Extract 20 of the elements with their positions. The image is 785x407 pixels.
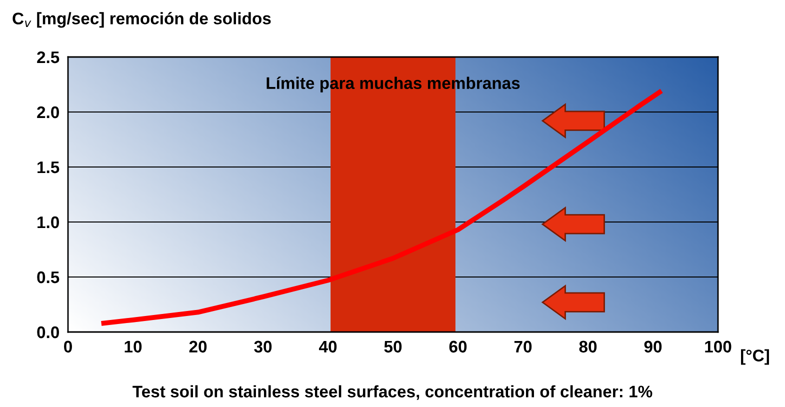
y-tick-label: 0.5	[37, 271, 60, 284]
x-tick-label: 40	[318, 340, 337, 353]
y-tick-label: 2.5	[37, 51, 60, 64]
x-tick-label: 10	[124, 340, 142, 353]
x-axis-title: [°C]	[741, 349, 769, 365]
x-tick-label: 60	[449, 340, 467, 353]
x-tick-label: 30	[254, 340, 272, 353]
y-tick-label: 1.0	[38, 216, 59, 228]
x-tick-label: 70	[514, 340, 532, 353]
x-tick-label: 20	[189, 340, 207, 353]
chart-title: C$_{v}$ [mg/sec] remoción de solidos	[12, 12, 271, 28]
y-tick-label: 0.0	[37, 326, 59, 338]
x-tick-label: 90	[644, 340, 662, 353]
text: Test soil on stainless steel surfaces, concentration of cleaner: 1%	[132, 385, 652, 400]
y-tick-label: 1.5	[38, 162, 60, 174]
y-tick-label: 2.0	[37, 106, 59, 118]
x-tick-label: 100	[705, 340, 732, 353]
x-tick-label: 80	[579, 340, 597, 353]
x-tick-label: 50	[384, 340, 402, 353]
x-tick-label: 0	[64, 340, 72, 353]
